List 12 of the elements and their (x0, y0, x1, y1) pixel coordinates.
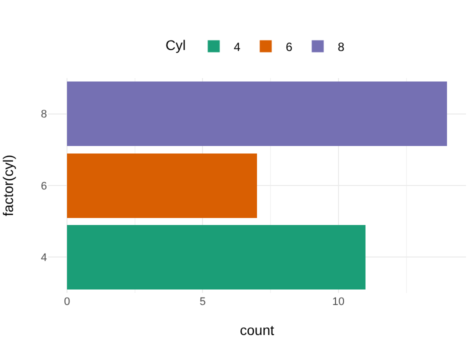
x-axis-title: count (240, 322, 274, 338)
legend-label: 8 (338, 40, 345, 54)
y-axis-title: factor(cyl) (0, 154, 16, 216)
y-tick-label: 6 (40, 180, 47, 192)
x-tick-label: 10 (332, 296, 345, 308)
y-tick-label: 8 (40, 108, 47, 121)
x-tick-label: 5 (200, 296, 206, 308)
legend-label: 6 (286, 40, 293, 54)
x-tick-label: 0 (64, 296, 70, 308)
legend-label: 4 (234, 40, 241, 54)
y-tick-label: 4 (40, 252, 47, 264)
legend-title: Cyl (166, 37, 186, 53)
